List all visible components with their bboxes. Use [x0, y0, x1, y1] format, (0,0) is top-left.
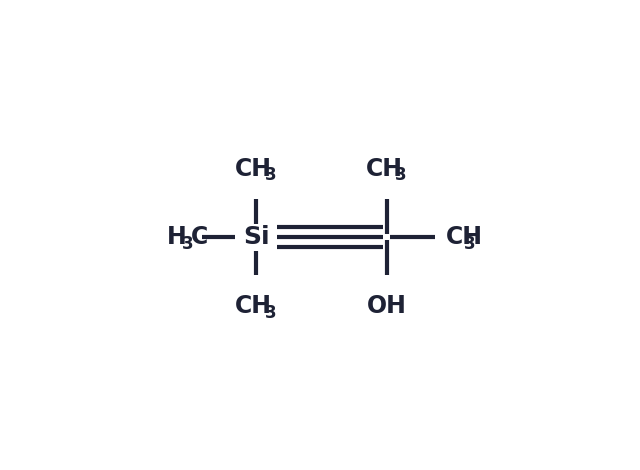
Text: CH: CH: [446, 225, 483, 250]
Text: Si: Si: [243, 225, 269, 250]
Text: 3: 3: [464, 235, 476, 253]
Text: 3: 3: [182, 235, 194, 253]
Text: 3: 3: [265, 166, 276, 184]
Text: CH: CH: [235, 294, 272, 318]
Text: H: H: [167, 225, 187, 250]
Text: 3: 3: [395, 166, 407, 184]
Text: OH: OH: [367, 294, 406, 318]
Text: C: C: [191, 225, 207, 250]
Text: CH: CH: [365, 157, 403, 180]
Text: 3: 3: [265, 304, 276, 321]
Text: CH: CH: [235, 157, 272, 180]
